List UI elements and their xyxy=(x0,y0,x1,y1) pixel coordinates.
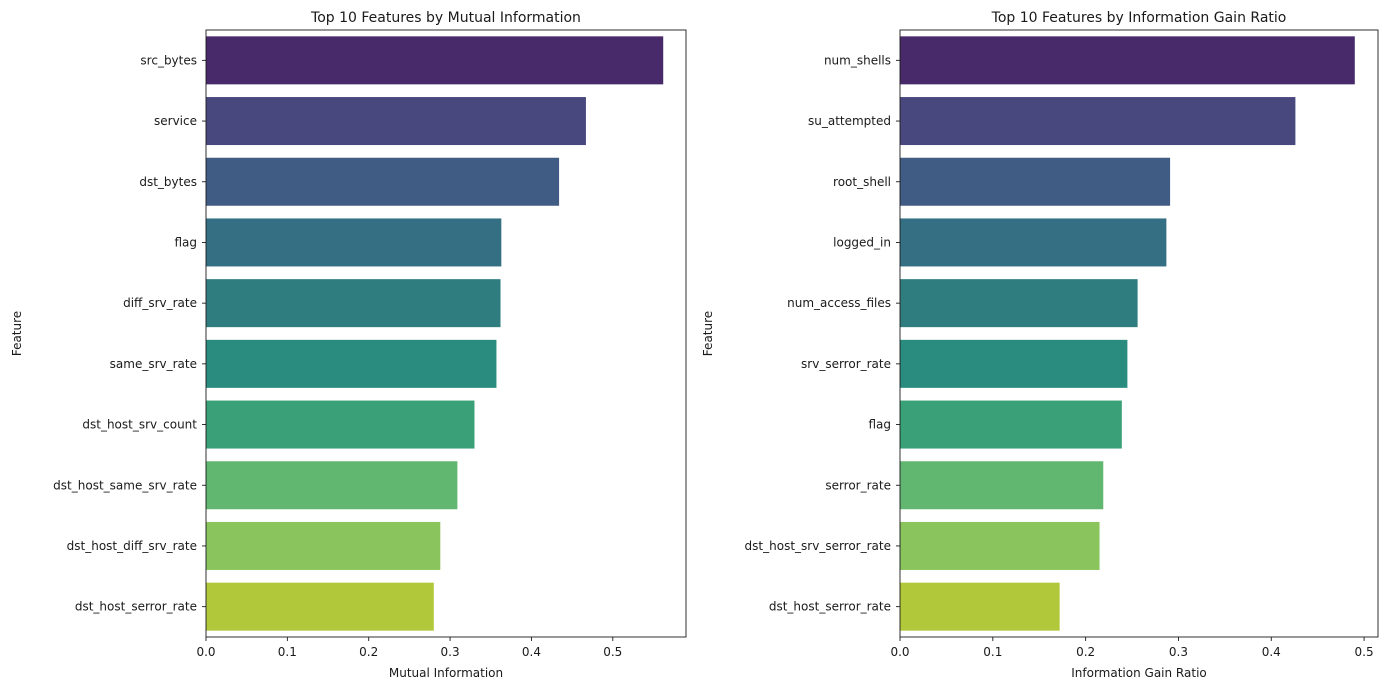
y-tick-label: src_bytes xyxy=(140,53,197,67)
x-tick-label: 0.4 xyxy=(1262,645,1281,659)
y-tick-label: diff_srv_rate xyxy=(123,296,197,310)
x-tick-label: 0.1 xyxy=(278,645,297,659)
y-tick-label: serror_rate xyxy=(825,478,891,492)
bar-dst_host_srv_serror_rate xyxy=(900,521,1100,570)
x-tick-label: 0.0 xyxy=(196,645,215,659)
y-tick-label: flag xyxy=(174,235,197,249)
bar-diff_srv_rate xyxy=(206,279,501,328)
bar-src_bytes xyxy=(206,36,664,85)
bar-same_srv_rate xyxy=(206,339,497,388)
y-tick-label: dst_host_same_srv_rate xyxy=(53,478,197,492)
x-tick-label: 0.0 xyxy=(890,645,909,659)
y-axis-label: Feature xyxy=(10,311,24,356)
x-tick-label: 0.3 xyxy=(441,645,460,659)
bar-dst_host_serror_rate xyxy=(900,582,1060,631)
bar-serror_rate xyxy=(900,461,1104,510)
y-tick-label: dst_host_serror_rate xyxy=(769,600,891,614)
bar-root_shell xyxy=(900,157,1171,206)
y-tick-label: dst_bytes xyxy=(139,175,197,189)
bar-flag xyxy=(206,218,502,267)
bar-logged_in xyxy=(900,218,1167,267)
y-tick-label: dst_host_diff_srv_rate xyxy=(67,539,197,553)
plot-frame xyxy=(205,29,687,638)
x-axis-label: Information Gain Ratio xyxy=(1071,666,1207,680)
x-tick-label: 0.4 xyxy=(522,645,541,659)
plot-frame xyxy=(899,29,1379,638)
y-axis-label: Feature xyxy=(701,311,715,356)
bar-dst_host_srv_count xyxy=(206,400,475,449)
bar-su_attempted xyxy=(900,97,1296,146)
chart-title: Top 10 Features by Information Gain Rati… xyxy=(991,10,1287,26)
x-tick-label: 0.5 xyxy=(603,645,622,659)
bar-dst_bytes xyxy=(206,157,560,206)
chart-title: Top 10 Features by Mutual Information xyxy=(310,10,581,26)
y-tick-label: root_shell xyxy=(833,175,891,189)
y-tick-label: logged_in xyxy=(833,235,891,249)
bar-srv_serror_rate xyxy=(900,339,1128,388)
y-tick-label: su_attempted xyxy=(808,114,891,128)
bar-dst_host_diff_srv_rate xyxy=(206,521,441,570)
y-tick-label: dst_host_srv_count xyxy=(82,418,197,432)
y-tick-label: dst_host_serror_rate xyxy=(75,600,197,614)
x-tick-label: 0.1 xyxy=(983,645,1002,659)
x-tick-label: 0.2 xyxy=(1076,645,1095,659)
bar-dst_host_serror_rate xyxy=(206,582,434,631)
y-tick-label: service xyxy=(154,114,197,128)
y-tick-label: same_srv_rate xyxy=(110,357,197,371)
x-tick-label: 0.2 xyxy=(359,645,378,659)
x-tick-label: 0.3 xyxy=(1169,645,1188,659)
bar-num_shells xyxy=(900,36,1355,85)
y-tick-label: flag xyxy=(868,418,891,432)
y-tick-label: num_shells xyxy=(824,53,891,67)
bar-flag xyxy=(900,400,1122,449)
y-tick-label: num_access_files xyxy=(787,296,891,310)
bar-dst_host_same_srv_rate xyxy=(206,461,458,510)
y-tick-label: srv_serror_rate xyxy=(801,357,891,371)
x-axis-label: Mutual Information xyxy=(389,666,503,680)
bar-service xyxy=(206,97,586,146)
x-tick-label: 0.5 xyxy=(1355,645,1374,659)
y-tick-label: dst_host_srv_serror_rate xyxy=(745,539,891,553)
subplot-2: num_shells su_attempted root_shell logged_i… xyxy=(701,10,1379,680)
bar-num_access_files xyxy=(900,279,1138,328)
